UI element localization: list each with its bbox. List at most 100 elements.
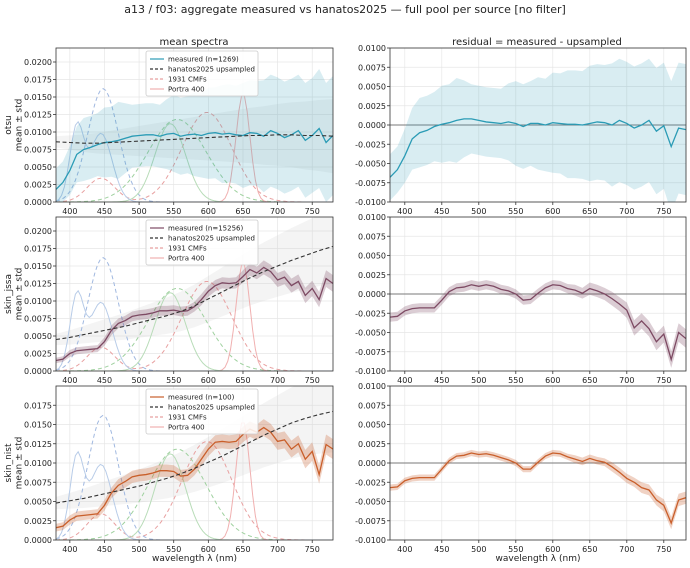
- y-tick-label: 0.0025: [358, 440, 386, 449]
- x-tick-label: 700: [619, 545, 634, 554]
- legend-cmf-label: 1931 CMFs: [168, 76, 207, 84]
- y-axis-label-line: skin_nist: [4, 443, 14, 482]
- y-tick-label: 0.0125: [24, 280, 52, 289]
- x-tick-label: 450: [97, 207, 112, 216]
- legend-model-label: hanatos2025 upsampled: [168, 235, 255, 243]
- y-tick-label: 0.0175: [24, 401, 52, 410]
- x-tick-label: 750: [656, 207, 671, 216]
- panel-skin-nist-residual: -0.0100 -0.0075 -0.0050 -0.0025 0.0000 0.0025…: [355, 382, 687, 564]
- plot-area: [56, 69, 333, 202]
- y-tick-label: 0.0175: [24, 76, 52, 85]
- x-tick-label: 650: [235, 207, 250, 216]
- y-tick-label: 0.0175: [24, 245, 52, 254]
- legend-measured-label: measured (n=15256): [168, 225, 243, 233]
- x-tick-label: 450: [97, 545, 112, 554]
- x-tick-label: 700: [619, 207, 634, 216]
- plot-area: [390, 449, 686, 530]
- y-tick-label: 0.0050: [24, 498, 52, 507]
- y-tick-label: 0.0100: [24, 459, 52, 468]
- axes-frame: [55, 47, 334, 203]
- y-tick-label: 0.0025: [358, 102, 386, 111]
- x-axis-label: wavelength λ (nm): [496, 554, 581, 564]
- y-tick-label: 0.0050: [24, 332, 52, 341]
- y-tick-label: -0.0025: [355, 478, 386, 487]
- y-tick-label: -0.0100: [355, 536, 386, 545]
- x-tick-label: 450: [97, 376, 112, 385]
- y-tick-label: 0.0075: [358, 232, 386, 241]
- y-axis-label-line: skin_jssa: [4, 274, 14, 314]
- panel-skin-nist-spectra: measured (n=100) hanatos2025 upsampled 193…: [4, 385, 334, 564]
- legend-measured-label: measured (n=1269): [168, 56, 239, 64]
- residual-std-band: [390, 58, 686, 202]
- legend-portra-label: Portra 400: [168, 86, 205, 94]
- x-tick-label: 400: [397, 207, 412, 216]
- legend-box: [145, 219, 259, 266]
- x-tick-label: 550: [166, 376, 181, 385]
- panels: measured (n=1269) hanatos2025 upsampled 19…: [4, 44, 687, 564]
- x-tick-label: 600: [545, 545, 560, 554]
- model-band: [56, 386, 333, 510]
- model-band: [56, 217, 333, 346]
- x-tick-label: 400: [62, 207, 77, 216]
- x-tick-label: 700: [270, 376, 285, 385]
- figure-title: a13 / f03: aggregate measured vs hanatos…: [124, 3, 566, 16]
- column-title-residual: residual = measured - upsampled: [452, 37, 622, 48]
- y-tick-label: 0.0050: [24, 163, 52, 172]
- y-tick-label: -0.0100: [355, 198, 386, 207]
- cmf-x-curve: [56, 112, 333, 202]
- legend: measured (n=100) hanatos2025 upsampled 193…: [145, 388, 259, 435]
- panel-skin-jssa-residual: -0.0100 -0.0075 -0.0050 -0.0025 0.0000 0.0025…: [355, 213, 687, 385]
- legend: measured (n=1269) hanatos2025 upsampled 19…: [145, 50, 259, 97]
- y-tick-label: -0.0050: [355, 160, 386, 169]
- residual-std-band: [390, 280, 686, 368]
- y-tick-label: 0.0100: [24, 128, 52, 137]
- x-tick-label: 700: [619, 376, 634, 385]
- legend-cmf-label: 1931 CMFs: [168, 245, 207, 253]
- x-tick-label: 550: [508, 376, 523, 385]
- axes-frame: [55, 216, 334, 372]
- y-tick-label: 0.0000: [24, 536, 52, 545]
- x-axis-label: wavelength λ (nm): [152, 554, 237, 564]
- cmf-z-curve: [56, 414, 333, 540]
- model-line: [56, 134, 333, 144]
- model-band: [56, 99, 333, 174]
- y-tick-label: 0.0000: [24, 367, 52, 376]
- x-tick-label: 500: [471, 376, 486, 385]
- x-tick-label: 550: [166, 545, 181, 554]
- x-tick-label: 600: [201, 376, 216, 385]
- x-tick-label: 450: [434, 545, 449, 554]
- x-tick-label: 650: [582, 545, 597, 554]
- y-tick-label: 0.0150: [24, 93, 52, 102]
- y-axis-label-line: mean ± std: [14, 268, 24, 321]
- residual-line: [390, 284, 686, 362]
- x-tick-label: 550: [508, 207, 523, 216]
- x-tick-label: 400: [62, 376, 77, 385]
- x-tick-label: 600: [545, 207, 560, 216]
- model-line: [56, 410, 333, 504]
- y-tick-label: 0.0000: [358, 459, 386, 468]
- x-tick-label: 650: [235, 376, 250, 385]
- y-tick-label: 0.0025: [24, 517, 52, 526]
- y-tick-label: 0.0025: [24, 350, 52, 359]
- legend-box: [145, 50, 259, 97]
- y-axis-label-line: mean ± std: [14, 99, 24, 152]
- portra-blue-curve: [56, 450, 333, 540]
- x-tick-label: 400: [62, 545, 77, 554]
- x-tick-label: 650: [235, 545, 250, 554]
- cmf-x-curve: [56, 441, 333, 540]
- y-tick-label: 0.0025: [358, 271, 386, 280]
- x-tick-label: 750: [305, 207, 320, 216]
- measured-std-band: [56, 419, 333, 532]
- panel-skin-jssa-spectra: measured (n=15256) hanatos2025 upsampled 1…: [4, 216, 334, 385]
- x-tick-label: 750: [305, 545, 320, 554]
- x-tick-label: 700: [270, 545, 285, 554]
- y-tick-label: 0.0075: [358, 401, 386, 410]
- x-tick-label: 500: [131, 207, 146, 216]
- y-tick-label: 0.0150: [24, 421, 52, 430]
- legend-portra-label: Portra 400: [168, 255, 205, 263]
- y-tick-label: -0.0025: [355, 309, 386, 318]
- legend-portra-label: Portra 400: [168, 424, 205, 432]
- legend-cmf-label: 1931 CMFs: [168, 414, 207, 422]
- panel-otsu-spectra: measured (n=1269) hanatos2025 upsampled 19…: [4, 47, 334, 216]
